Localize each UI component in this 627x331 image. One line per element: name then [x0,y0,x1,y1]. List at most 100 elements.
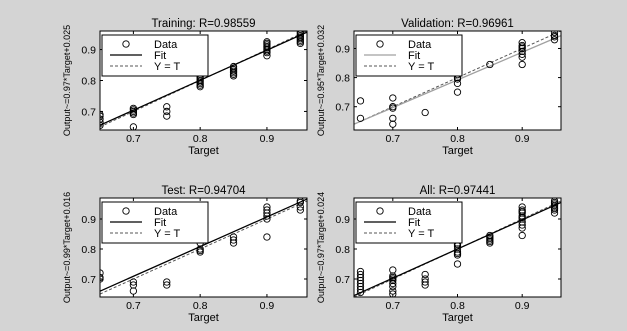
y-tick-label: 0.9 [335,214,350,226]
x-tick-label: 0.9 [260,300,275,312]
y-tick-label: 0.9 [81,45,96,57]
x-tick-label: 0.8 [193,133,208,145]
y-tick-label: 0.7 [81,274,96,286]
x-tick-label: 0.7 [126,300,141,312]
x-tick-label: 0.7 [386,300,401,312]
data-point [453,260,462,268]
data-point [518,41,526,50]
legend-label: Fit [408,217,420,229]
data-point [518,231,526,240]
x-tick-label: 0.8 [450,133,465,145]
x-tick-label: 0.8 [450,300,465,312]
y-tick-label: 0.8 [335,244,350,256]
axes-frame [353,197,562,298]
x-axis-label: Target [188,312,219,324]
data-point [550,31,559,37]
y-axis-label: Output~=0.97*Target+0.025 [62,25,72,136]
legend-label: Y = T [154,228,180,240]
data-point [453,79,462,88]
data-point [163,281,171,289]
legend-label: Fit [154,50,166,62]
legend-label: Data [154,39,178,51]
y-axis-label: Output~=0.95*Target+0.032 [316,25,326,136]
data-point [421,278,429,286]
data-point [229,233,238,241]
x-tick-label: 0.9 [515,300,530,312]
data-point [389,290,397,297]
data-point [453,88,462,96]
identity-line [100,200,307,295]
data-point [421,275,429,283]
y-tick-label: 0.8 [81,76,96,88]
chart-title: All: R=0.97441 [420,185,496,197]
data-point [518,38,526,47]
chart-panel-4: All: R=0.97441 Target Output~=0.97*Target+… [316,185,562,324]
legend-marker-data [122,40,130,48]
x-tick-label: 0.9 [260,133,275,145]
data-point [163,278,171,286]
data-point [356,114,365,123]
y-tick-label: 0.8 [81,244,96,256]
data-point [296,31,304,37]
x-tick-label: 0.7 [126,133,141,145]
chart-title: Validation: R=0.96961 [401,18,514,30]
chart-panel-2: Validation: R=0.96961 Target Output~=0.95*… [316,18,562,157]
y-axis-label: Output~=0.99*Target+0.016 [62,192,72,303]
y-tick-label: 0.8 [335,73,350,85]
y-tick-label: 0.7 [335,102,350,114]
data-point [389,114,397,123]
data-point [486,60,494,69]
data-point [421,270,429,279]
x-tick-label: 0.7 [386,133,401,145]
data-point [129,281,138,289]
data-point [389,103,397,111]
data-point [518,60,526,69]
chart-panel-3: Test: R=0.94704 Target Output~=0.99*Target… [62,185,308,324]
identity-line [354,200,561,297]
data-point [129,123,138,130]
axes-frame [353,30,562,131]
y-tick-label: 0.7 [335,274,350,286]
plot-lines [100,31,307,130]
data-point [518,206,526,214]
chart-panel-1: Training: R=0.98559 Target Output~=0.97*Ta… [62,18,308,157]
axes-frame [99,30,308,131]
data-point [518,53,526,61]
y-tick-label: 0.9 [81,214,96,226]
data-point [518,50,526,58]
data-point [263,203,271,211]
data-point [296,198,304,205]
x-tick-label: 0.9 [515,133,530,145]
fit-line [100,198,307,292]
y-tick-label: 0.7 [81,106,96,118]
x-axis-label: Target [188,145,219,157]
data-point [550,31,559,40]
data-point [389,287,397,295]
data-point [356,267,365,276]
data-point [518,47,526,56]
data-point [263,206,271,214]
legend-label: Fit [154,217,166,229]
legend-label: Data [154,206,178,218]
legend-marker-data [376,40,384,48]
data-point [518,203,526,211]
data-point [356,270,365,279]
legend-marker-data [122,207,130,215]
data-point [129,104,138,112]
data-point [129,278,138,286]
data-point [263,38,271,46]
legend-label: Y = T [408,61,434,73]
data-point [163,107,171,116]
legend-label: Y = T [408,228,434,240]
y-axis-label: Output~=0.97*Target+0.024 [316,192,326,303]
x-axis-label: Target [442,145,473,157]
data-point [389,120,397,128]
data-point [263,233,271,241]
y-tick-label: 0.9 [335,43,350,55]
legend-label: Data [408,39,432,51]
